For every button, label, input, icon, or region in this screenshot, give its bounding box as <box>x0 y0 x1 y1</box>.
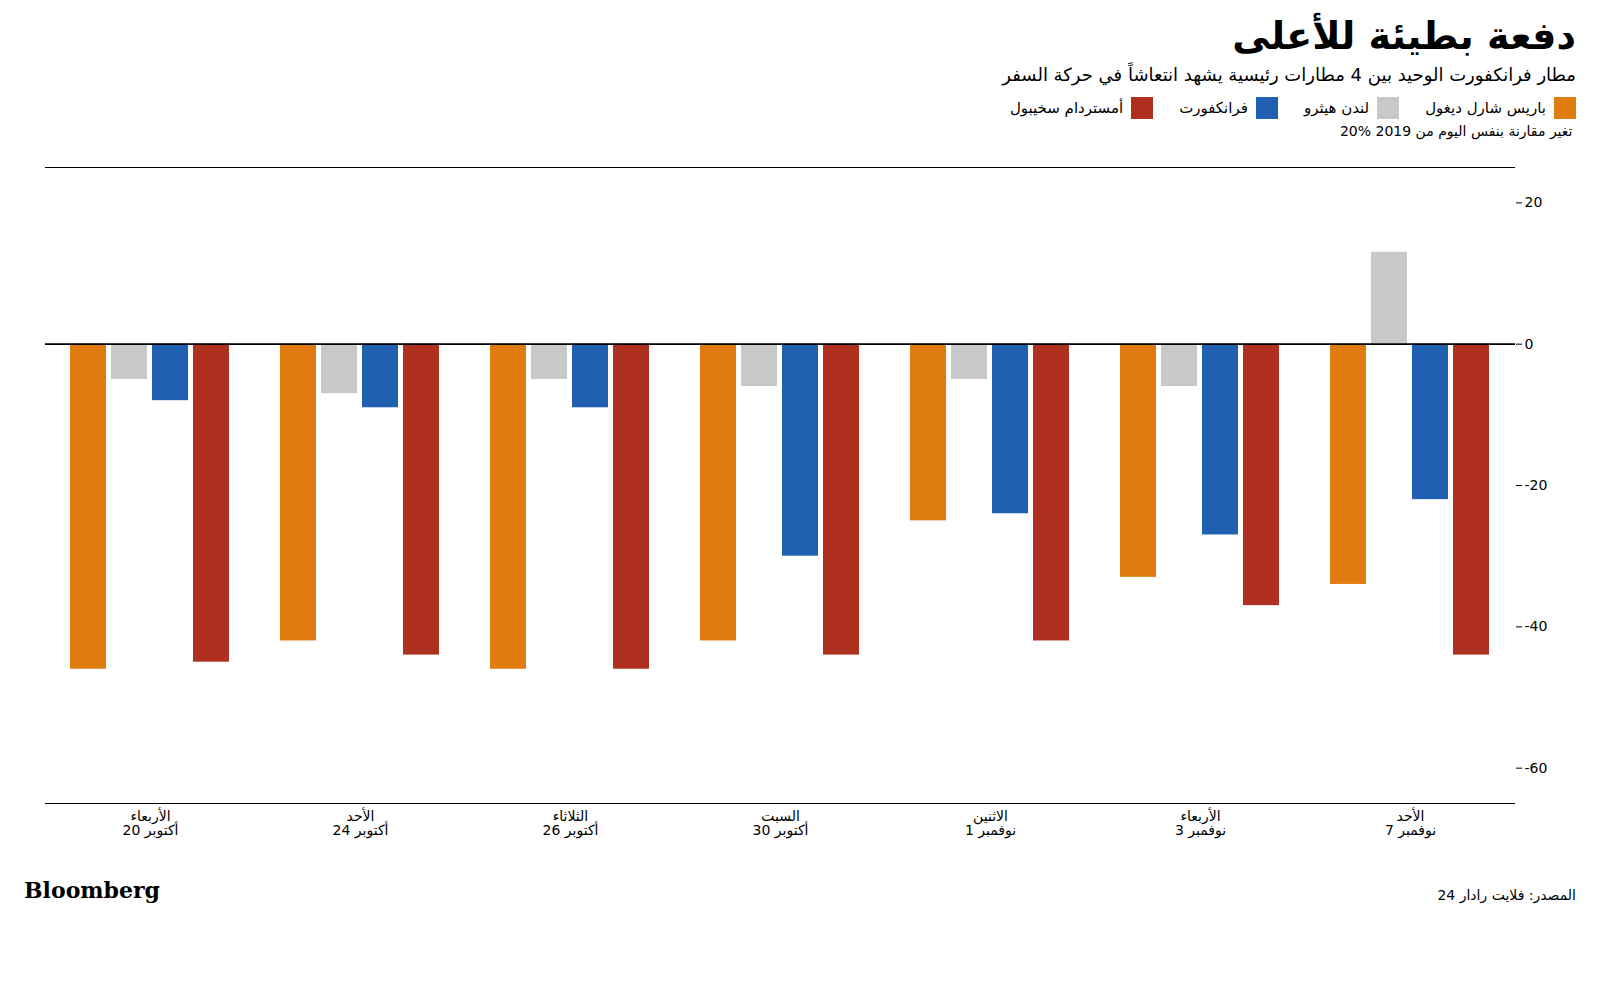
svg-text:السبت30 أكتوبر: السبت30 أكتوبر <box>753 808 809 839</box>
html-text:دفعة بطيئة للأعلى: دفعة بطيئة للأعلى <box>1232 14 1576 58</box>
svg-text:الأربعاء20 أكتوبر: الأربعاء20 أكتوبر <box>123 807 179 839</box>
html-text:Bloomberg: Bloomberg <box>24 877 160 903</box>
svg-text:-40: -40 <box>1525 618 1548 634</box>
svg-text:-20: -20 <box>1525 477 1548 493</box>
svg-text:0: 0 <box>1525 336 1534 352</box>
svg-text:الاثنين1 نوفمبر: الاثنين1 نوفمبر <box>965 808 1016 839</box>
html-text:المصدر: فلايت رادار 24: المصدر: فلايت رادار 24 <box>1437 887 1576 903</box>
svg-text:20% تغير مقارنة بنفس اليوم من: 20% تغير مقارنة بنفس اليوم من 2019 <box>1340 123 1573 140</box>
html-text:أمستردام سخيبول: أمستردام سخيبول <box>1009 99 1124 117</box>
svg-text:الأحد24 أكتوبر: الأحد24 أكتوبر <box>333 807 389 839</box>
html-text:باريس شارل ديغول: باريس شارل ديغول <box>1425 99 1546 117</box>
svg-text:الأربعاء3 نوفمبر: الأربعاء3 نوفمبر <box>1175 807 1226 839</box>
html-text:لندن هيثرو: لندن هيثرو <box>1303 99 1370 117</box>
html-text:مطار فرانكفورت الوحيد بين 4 مط: مطار فرانكفورت الوحيد بين 4 مطارات رئيسي… <box>1002 64 1576 85</box>
svg-text:الأحد7 نوفمبر: الأحد7 نوفمبر <box>1385 807 1436 839</box>
svg-text:20: 20 <box>1525 194 1543 210</box>
svg-text:الثلاثاء26 أكتوبر: الثلاثاء26 أكتوبر <box>543 808 599 839</box>
html-text:فرانكفورت: فرانكفورت <box>1179 99 1248 117</box>
svg-text:-60: -60 <box>1525 760 1548 776</box>
